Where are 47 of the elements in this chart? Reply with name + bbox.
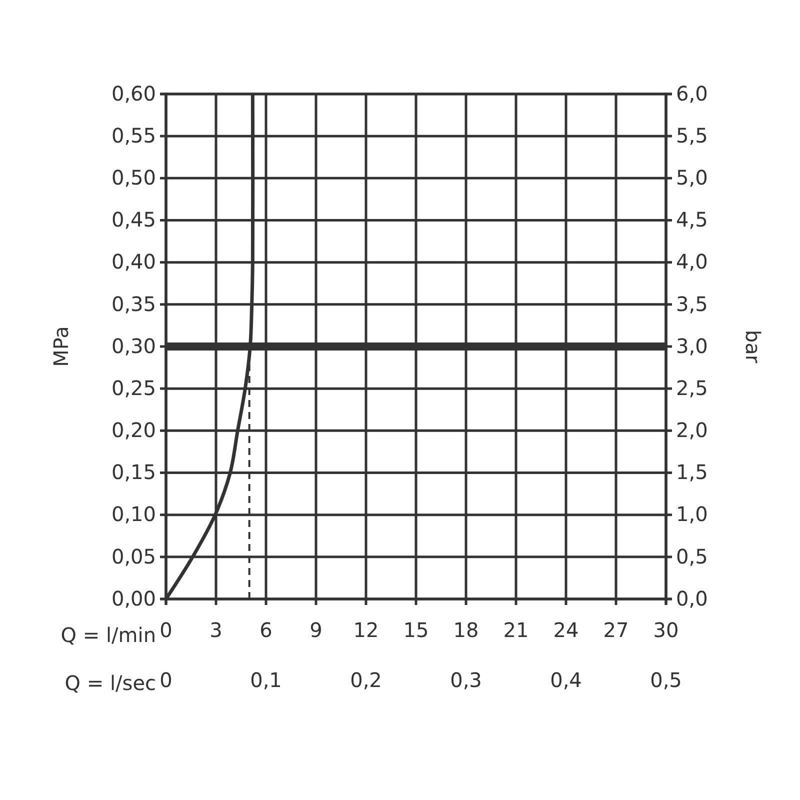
y-tick-label: 0,20 [111, 418, 156, 442]
x-tick-label: 9 [310, 618, 322, 642]
x2-tick-label: 0,2 [350, 668, 382, 692]
x-tick-label: 24 [553, 618, 579, 642]
x2-tick-label: 0,4 [550, 668, 582, 692]
y-tick-label: 0,00 [111, 586, 156, 610]
y2-tick-label: 5,0 [676, 166, 708, 190]
x-tick-label: 6 [260, 618, 272, 642]
x-tick-label: 27 [603, 618, 629, 642]
y2-tick-label: 3,5 [676, 292, 708, 316]
y-tick-label: 0,25 [111, 376, 156, 400]
y2-tick-label: 4,5 [676, 208, 708, 232]
y2-tick-label: 5,5 [676, 123, 708, 148]
y2-axis-title: bar [741, 330, 765, 364]
y-tick-label: 0,05 [111, 544, 156, 568]
y-tick-label: 0,15 [111, 460, 156, 484]
y2-tick-label: 4,0 [676, 250, 708, 274]
y2-tick-label: 0,0 [676, 586, 708, 610]
y-tick-label: 0,45 [111, 208, 156, 232]
y-tick-label: 0,35 [111, 292, 156, 316]
x2-tick-label: 0,3 [450, 668, 482, 692]
x2-tick-label: 0,1 [250, 668, 282, 692]
y2-tick-label: 1,5 [676, 460, 708, 484]
x-tick-label: 0 [160, 618, 172, 642]
y-tick-label: 0,50 [111, 166, 156, 190]
y2-tick-label: 0,5 [676, 544, 708, 568]
x-tick-label: 15 [403, 618, 429, 642]
x-tick-label: 12 [353, 618, 379, 642]
x-tick-label: 3 [210, 618, 222, 642]
y2-tick-label: 1,0 [676, 502, 708, 526]
y-tick-label: 0,55 [111, 123, 156, 148]
x-tick-label: 21 [503, 618, 529, 642]
y-tick-label: 0,10 [111, 502, 156, 526]
y2-tick-label: 2,5 [676, 376, 708, 400]
x-tick-label: 30 [653, 618, 679, 642]
y2-tick-label: 3,0 [676, 334, 708, 358]
x2-axis-title: Q = l/sec [64, 671, 156, 695]
x-axis-title: Q = l/min [60, 623, 156, 647]
y-axis-title: MPa [49, 326, 73, 367]
y2-tick-label: 2,0 [676, 418, 708, 442]
y-tick-label: 0,40 [111, 250, 156, 274]
y-tick-label: 0,30 [111, 334, 156, 358]
y2-tick-label: 6,0 [676, 81, 708, 106]
x2-tick-label: 0,5 [650, 668, 682, 692]
y-tick-label: 0,60 [111, 81, 156, 106]
x-tick-label: 18 [453, 618, 479, 642]
x2-tick-label: 0 [160, 668, 172, 692]
